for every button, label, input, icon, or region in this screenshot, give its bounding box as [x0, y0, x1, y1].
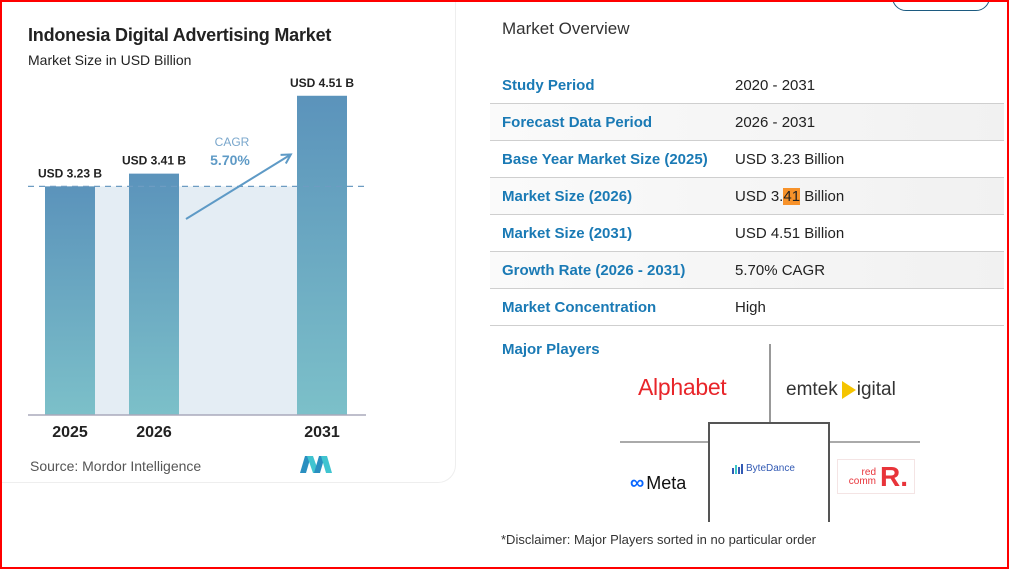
row-value: 5.70% CAGR	[735, 261, 826, 279]
search-highlight: 41	[783, 187, 801, 205]
row-label: Base Year Market Size (2025)	[502, 150, 708, 168]
bar-2025	[45, 186, 95, 415]
overview-row-concentration: Market Concentration High	[490, 289, 1004, 326]
row-label: Study Period	[502, 76, 595, 94]
overview-row-base-year: Base Year Market Size (2025) USD 3.23 Bi…	[490, 141, 1004, 178]
bytedance-logo: ByteDance	[732, 463, 795, 474]
row-value: High	[735, 298, 766, 316]
reference-shade	[70, 186, 322, 415]
play-icon	[841, 381, 856, 399]
x-tick-label: 2031	[304, 424, 340, 441]
row-value: USD 3.41 Billion	[735, 187, 845, 205]
chart-title: Indonesia Digital Advertising Market	[28, 25, 332, 45]
x-tick-label: 2025	[52, 424, 88, 441]
overview-row-market-size-2031: Market Size (2031) USD 4.51 Billion	[490, 215, 1004, 252]
mordor-intelligence-logo	[300, 456, 332, 473]
row-label: Forecast Data Period	[502, 113, 653, 131]
redcomm-line2: comm	[848, 475, 876, 487]
redcomm-line1: red	[861, 466, 876, 478]
meta-text: Meta	[646, 473, 687, 493]
value-prefix: USD 3.	[735, 187, 784, 205]
cagr-arrow	[185, 155, 290, 220]
redcomm-mark-icon: R.	[880, 460, 908, 492]
divider	[830, 441, 920, 443]
overview-row-growth-rate: Growth Rate (2026 - 2031) 5.70% CAGR	[490, 252, 1004, 289]
bar-2031	[297, 95, 347, 415]
emtek-text-suffix: igital	[856, 379, 896, 400]
top-button[interactable]	[892, 0, 990, 11]
data-label: USD 3.23 B	[38, 166, 102, 180]
divider	[620, 441, 709, 443]
chart-subtitle: Market Size in USD Billion	[28, 52, 192, 68]
data-label: USD 3.41 B	[122, 154, 186, 168]
value-suffix: Billion	[800, 187, 845, 205]
redcomm-logo: red comm R.	[837, 459, 915, 494]
bar-chart: USD 3.23 B USD 3.41 B USD 4.51 B 2025 2026 2…	[28, 76, 368, 441]
meta-logo: ∞ Meta	[630, 472, 686, 495]
overview-row-forecast-period: Forecast Data Period 2026 - 2031	[490, 104, 1004, 141]
chart-card: Indonesia Digital Advertising Market Mar…	[2, 2, 456, 483]
emtek-text: emtek	[786, 379, 838, 400]
row-value: 2026 - 2031	[735, 113, 816, 131]
x-tick-label: 2026	[136, 424, 172, 441]
overview-row-study-period: Study Period 2020 - 2031	[490, 67, 1004, 104]
redcomm-text: red comm	[846, 466, 876, 487]
row-label: Market Concentration	[502, 298, 657, 316]
disclaimer: *Disclaimer: Major Players sorted in no …	[501, 532, 817, 547]
bar-2026	[129, 173, 179, 415]
overview-row-market-size-2026: Market Size (2026) USD 3.41 Billion	[490, 178, 1004, 215]
meta-infinity-icon: ∞	[630, 472, 645, 494]
center-player-box	[708, 422, 830, 522]
major-players-label: Major Players	[502, 341, 600, 358]
divider	[769, 344, 771, 423]
bytedance-text: ByteDance	[746, 463, 795, 474]
cagr-value: 5.70%	[210, 152, 250, 168]
row-value: USD 3.23 Billion	[735, 150, 845, 168]
bytedance-bars-icon	[732, 463, 743, 474]
row-label: Growth Rate (2026 - 2031)	[502, 261, 686, 279]
overview-title: Market Overview	[502, 19, 630, 38]
row-value: USD 4.51 Billion	[735, 224, 845, 242]
row-label: Market Size (2031)	[502, 224, 633, 242]
source-text: Source: Mordor Intelligence	[30, 458, 202, 474]
alphabet-logo: Alphabet	[638, 374, 727, 400]
overview-table: Study Period 2020 - 2031 Forecast Data P…	[490, 67, 1004, 326]
row-value: 2020 - 2031	[735, 76, 816, 94]
emtek-digital-logo: emtek igital	[786, 379, 896, 401]
data-label: USD 4.51 B	[290, 76, 354, 90]
cagr-label: CAGR	[215, 135, 250, 149]
row-label: Market Size (2026)	[502, 187, 633, 205]
